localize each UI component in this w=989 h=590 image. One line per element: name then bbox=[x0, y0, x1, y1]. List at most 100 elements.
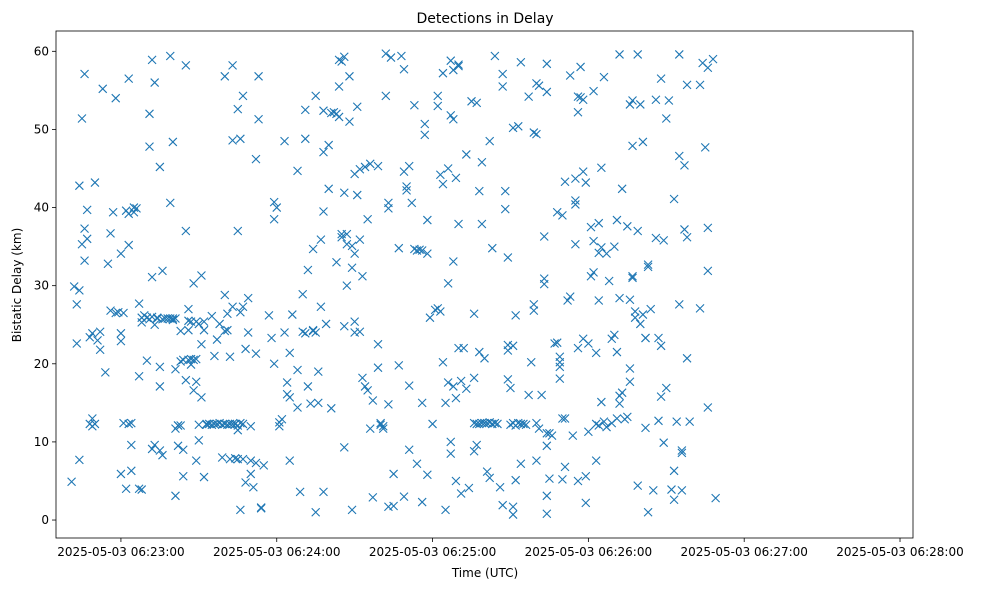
scatter-point bbox=[285, 392, 295, 402]
scatter-point bbox=[633, 50, 643, 59]
x-tick-label: 2025-05-03 06:23:00 bbox=[57, 545, 184, 559]
scatter-point bbox=[464, 483, 474, 493]
scatter-point bbox=[500, 186, 510, 196]
scatter-point bbox=[586, 271, 596, 281]
scatter-point bbox=[474, 347, 484, 357]
scatter-point bbox=[103, 259, 113, 269]
scatter-point bbox=[500, 204, 510, 214]
scatter-point bbox=[90, 178, 100, 187]
scatter-point bbox=[599, 417, 609, 426]
scatter-point bbox=[168, 314, 178, 323]
scatter-point bbox=[480, 353, 489, 363]
scatter-point bbox=[171, 364, 180, 374]
scatter-point bbox=[677, 485, 687, 495]
scatter-point bbox=[589, 236, 598, 246]
scatter-point bbox=[176, 421, 186, 430]
scatter-point bbox=[230, 453, 240, 463]
scatter-point bbox=[703, 403, 713, 412]
scatter-point bbox=[625, 377, 635, 387]
scatter-point bbox=[373, 161, 383, 171]
scatter-point bbox=[332, 257, 341, 267]
scatter-point bbox=[422, 470, 432, 480]
scatter-point bbox=[373, 363, 383, 373]
scatter-point bbox=[378, 424, 388, 434]
scatter-points bbox=[67, 49, 721, 519]
scatter-point bbox=[695, 80, 705, 90]
scatter-point bbox=[85, 332, 95, 342]
y-tick-label: 50 bbox=[34, 122, 49, 136]
scatter-point bbox=[560, 414, 570, 423]
scatter-point bbox=[228, 60, 237, 70]
scatter-point bbox=[555, 374, 565, 384]
scatter-point bbox=[168, 315, 178, 325]
scatter-point bbox=[272, 203, 282, 212]
scatter-point bbox=[651, 233, 661, 243]
chart-title: Detections in Delay bbox=[416, 11, 553, 27]
scatter-point bbox=[591, 419, 601, 429]
scatter-point bbox=[119, 308, 128, 318]
scatter-point bbox=[485, 136, 495, 146]
scatter-point bbox=[558, 475, 567, 484]
scatter-point bbox=[134, 484, 144, 494]
x-tick-label: 2025-05-03 06:28:00 bbox=[836, 545, 963, 559]
scatter-point bbox=[67, 477, 76, 487]
scatter-point bbox=[661, 114, 671, 123]
scatter-point bbox=[677, 446, 687, 455]
scatter-point bbox=[150, 78, 160, 87]
scatter-point bbox=[542, 59, 552, 69]
scatter-point bbox=[368, 396, 378, 405]
scatter-point bbox=[674, 151, 684, 161]
scatter-point bbox=[708, 54, 718, 64]
scatter-point bbox=[542, 509, 552, 519]
y-tick-label: 0 bbox=[41, 513, 49, 527]
scatter-point bbox=[313, 398, 323, 408]
y-tick-label: 40 bbox=[34, 201, 49, 215]
scatter-point bbox=[628, 141, 637, 151]
scatter-point bbox=[586, 222, 596, 232]
scatter-point bbox=[191, 354, 201, 364]
scatter-point bbox=[93, 335, 102, 345]
scatter-point bbox=[651, 95, 661, 105]
scatter-point bbox=[254, 71, 263, 81]
scatter-point bbox=[448, 114, 458, 124]
scatter-point bbox=[622, 221, 632, 231]
scatter-point bbox=[147, 444, 157, 454]
scatter-point bbox=[386, 53, 396, 62]
scatter-point bbox=[469, 446, 479, 456]
scatter-point bbox=[95, 345, 105, 355]
scatter-point bbox=[513, 121, 523, 131]
scatter-point bbox=[508, 341, 518, 351]
scatter-point bbox=[703, 223, 713, 233]
scatter-point bbox=[306, 399, 315, 409]
scatter-point bbox=[516, 459, 526, 469]
scatter-point bbox=[539, 279, 549, 289]
scatter-point bbox=[469, 309, 479, 319]
scatter-point bbox=[298, 289, 308, 299]
y-axis-ticks: 0 10 20 30 40 50 60 bbox=[34, 44, 56, 527]
scatter-point bbox=[438, 68, 448, 78]
scatter-point bbox=[158, 266, 167, 276]
scatter-point bbox=[542, 87, 552, 97]
scatter-point bbox=[703, 266, 713, 276]
scatter-point bbox=[625, 100, 635, 109]
scatter-point bbox=[583, 427, 593, 437]
scatter-point bbox=[524, 92, 534, 102]
scatter-point bbox=[591, 456, 601, 466]
scatter-point bbox=[487, 243, 497, 253]
scatter-point bbox=[508, 123, 518, 133]
scatter-point bbox=[189, 385, 199, 395]
scatter-point bbox=[134, 371, 144, 381]
scatter-point bbox=[641, 333, 650, 343]
scatter-point bbox=[482, 467, 492, 476]
scatter-point bbox=[397, 51, 406, 61]
scatter-point bbox=[633, 226, 643, 236]
scatter-point bbox=[116, 469, 126, 479]
scatter-point bbox=[404, 161, 414, 171]
scatter-point bbox=[695, 303, 705, 313]
scatter-point bbox=[560, 177, 570, 187]
scatter-point bbox=[235, 505, 245, 515]
scatter-point bbox=[615, 50, 624, 59]
scatter-point bbox=[181, 60, 191, 70]
scatter-point bbox=[529, 300, 539, 309]
scatter-point bbox=[191, 456, 201, 466]
